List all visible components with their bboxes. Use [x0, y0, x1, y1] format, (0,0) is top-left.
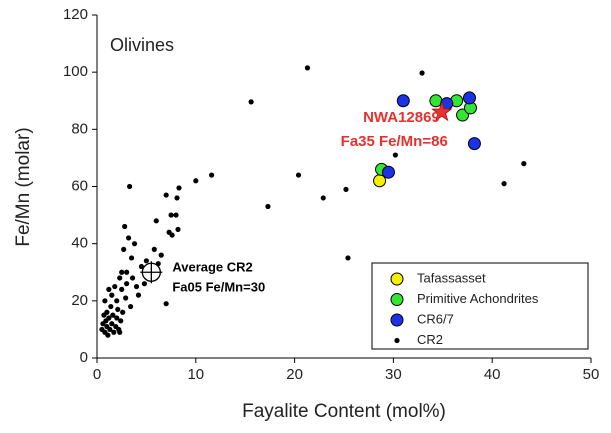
point	[248, 99, 254, 105]
point	[521, 161, 527, 167]
highlight-star	[431, 100, 453, 122]
point	[343, 186, 349, 192]
point	[158, 252, 164, 258]
point	[174, 195, 180, 201]
legend-marker	[394, 337, 400, 344]
x-tick-label: 20	[286, 366, 303, 383]
point	[462, 91, 476, 105]
point	[123, 295, 129, 301]
point	[124, 269, 130, 275]
y-tick-label: 100	[63, 63, 88, 80]
y-tick-label: 80	[71, 120, 88, 137]
point	[163, 192, 169, 198]
legend-label: CR6/7	[417, 311, 454, 326]
point	[429, 94, 443, 108]
legend-marker	[390, 293, 404, 306]
point	[129, 275, 136, 281]
point	[163, 301, 169, 307]
point	[345, 255, 351, 261]
point	[131, 241, 138, 247]
point	[120, 309, 126, 315]
legend-label: Tafassasset	[417, 270, 486, 285]
point	[114, 298, 120, 304]
y-tick-label: 0	[80, 349, 88, 366]
legend-marker	[390, 272, 404, 286]
y-axis-label: Fe/Mn (molar)	[13, 127, 34, 246]
point	[381, 165, 395, 179]
point	[128, 255, 135, 261]
point	[169, 232, 175, 238]
point	[320, 195, 326, 201]
legend-label: CR2	[417, 332, 443, 347]
point	[126, 235, 132, 241]
point	[133, 283, 140, 290]
point	[175, 226, 181, 232]
point	[304, 65, 311, 71]
x-tick-label: 0	[93, 366, 101, 383]
point	[102, 298, 108, 304]
point	[153, 218, 159, 224]
point	[135, 292, 142, 298]
point	[104, 309, 110, 315]
legend-marker	[390, 313, 404, 327]
point	[118, 318, 124, 324]
highlight-label: Fa05 Fe/Mn=30	[172, 280, 265, 295]
point	[119, 286, 125, 292]
point	[141, 281, 148, 287]
point	[117, 275, 123, 281]
x-axis-label: Fayalite Content (mol%)	[242, 401, 446, 422]
y-tick-label: 20	[71, 292, 88, 309]
point	[111, 329, 117, 335]
point	[265, 203, 271, 210]
highlight-crosshair	[140, 261, 163, 284]
highlight-label: NWA12869	[363, 109, 440, 126]
point	[107, 326, 113, 333]
point	[122, 223, 128, 230]
point	[105, 332, 111, 338]
point	[117, 329, 123, 335]
point	[114, 315, 120, 321]
point	[501, 181, 507, 187]
point	[108, 303, 114, 310]
x-tick-label: 40	[484, 366, 501, 383]
point	[110, 312, 116, 318]
point	[109, 321, 115, 327]
point	[138, 263, 145, 270]
point	[168, 212, 174, 218]
point	[176, 185, 182, 191]
y-tick-label: 40	[71, 235, 88, 252]
point	[396, 94, 410, 108]
x-tick-label: 10	[187, 366, 204, 383]
x-tick-label: 50	[583, 366, 600, 383]
point	[119, 269, 125, 275]
legend-box	[371, 262, 589, 350]
point	[173, 212, 179, 218]
point	[121, 246, 127, 252]
point	[151, 246, 157, 252]
y-tick-label: 120	[63, 6, 88, 23]
x-tick-label: 30	[385, 366, 402, 383]
point	[109, 292, 115, 298]
point	[419, 70, 425, 76]
point	[115, 306, 121, 313]
point	[112, 283, 118, 290]
point	[209, 172, 215, 178]
highlight-label: Average CR2	[172, 260, 252, 275]
point	[124, 281, 130, 287]
point	[127, 183, 133, 190]
point	[127, 303, 134, 310]
chart-title: Olivines	[110, 35, 174, 55]
point	[106, 315, 112, 321]
point	[295, 172, 302, 178]
point	[392, 152, 398, 158]
point	[467, 137, 481, 151]
y-tick-label: 60	[71, 177, 88, 194]
highlight-label: Fa35 Fe/Mn=86	[341, 133, 448, 150]
legend-label: Primitive Achondrites	[417, 291, 539, 306]
point	[106, 286, 112, 292]
point	[193, 178, 199, 184]
point	[143, 258, 149, 264]
